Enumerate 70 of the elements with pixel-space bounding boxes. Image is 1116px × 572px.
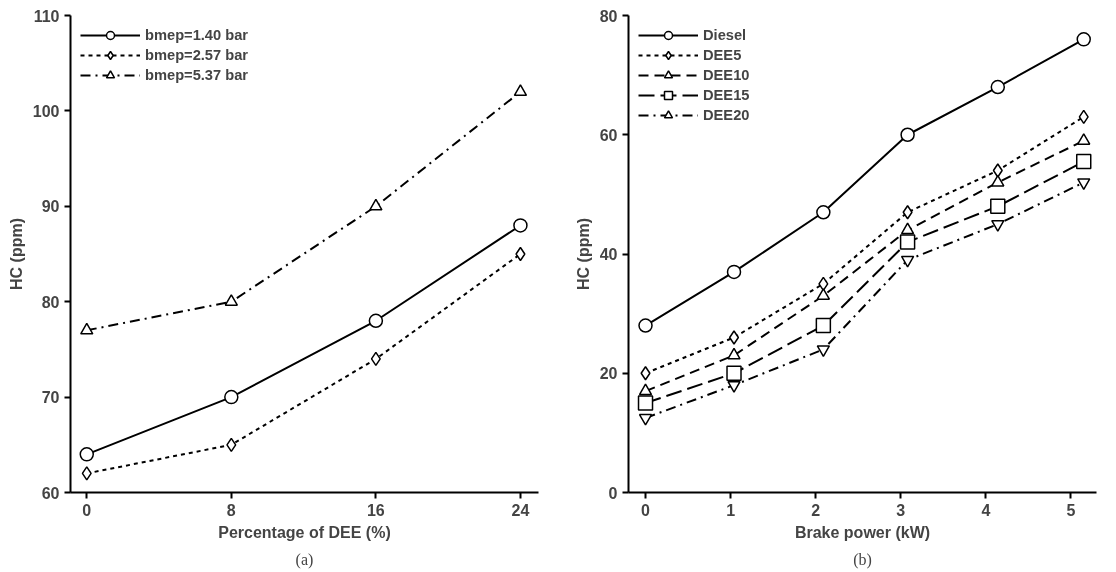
legend-label: bmep=1.40 bar [145,27,249,43]
point [728,330,740,345]
x-tick-label: 2 [811,501,821,519]
point [638,413,653,426]
point [224,389,239,405]
x-tick-label: 16 [366,501,385,519]
point [990,79,1006,95]
point [81,466,92,481]
point [900,255,915,268]
text: (b) [853,550,872,569]
legend-label: DEE15 [703,87,750,103]
legend-label: DEE5 [703,47,742,63]
y-tick-label: 20 [599,365,618,383]
point [726,264,742,280]
y-tick-label: 90 [41,198,60,216]
text: (a) [295,550,314,569]
point [899,234,916,250]
legend-label: bmep=2.57 bar [145,47,249,63]
point [1076,133,1091,145]
y-tick-label: 80 [41,293,60,311]
y-tick-label: 60 [41,484,60,502]
point [726,365,742,381]
x-tick-label: 5 [1066,501,1076,519]
point [727,380,741,393]
point [900,222,915,235]
x-tick-label: 4 [981,501,991,519]
x-tick-label: 1 [726,501,736,519]
point [513,218,528,233]
point [638,383,653,396]
point [1076,32,1091,47]
point [638,318,653,333]
x-tick-label: 24 [511,501,530,519]
point [992,163,1003,178]
point [79,447,95,462]
point [902,205,913,220]
point [990,198,1006,215]
x-axis-title: Brake power (kW) [794,523,931,541]
point [513,84,528,97]
x-tick-label: 3 [896,501,906,519]
y-tick-label: 80 [599,7,618,25]
point [1075,153,1092,170]
y-tick-label: 0 [608,484,618,502]
point [816,288,831,300]
x-axis-title: Percentage of DEE (%) [218,523,391,541]
y-tick-label: 100 [32,102,60,120]
y-tick-label: 60 [599,126,618,144]
point [727,347,741,360]
legend-label: Diesel [703,27,747,43]
y-tick-label: 40 [599,246,618,263]
y-axis-title: HC (ppm) [574,218,592,290]
point [640,366,651,381]
point [900,127,915,142]
point [815,317,832,334]
x-tick-label: 0 [641,501,651,519]
point [637,395,654,411]
legend-label: bmep=5.37 bar [145,67,249,83]
legend-label: DEE10 [703,67,750,83]
point [80,322,94,335]
y-tick-label: 110 [33,7,60,25]
y-tick-label: 70 [41,389,60,407]
legend-label: DEE20 [703,107,750,123]
point [816,205,831,220]
x-tick-label: 8 [226,501,236,519]
x-tick-label: 0 [82,501,92,519]
point [991,174,1005,187]
y-axis-title: HC (ppm) [7,218,25,290]
point [369,198,383,211]
point [224,294,239,306]
point [368,313,384,329]
point [991,219,1005,232]
